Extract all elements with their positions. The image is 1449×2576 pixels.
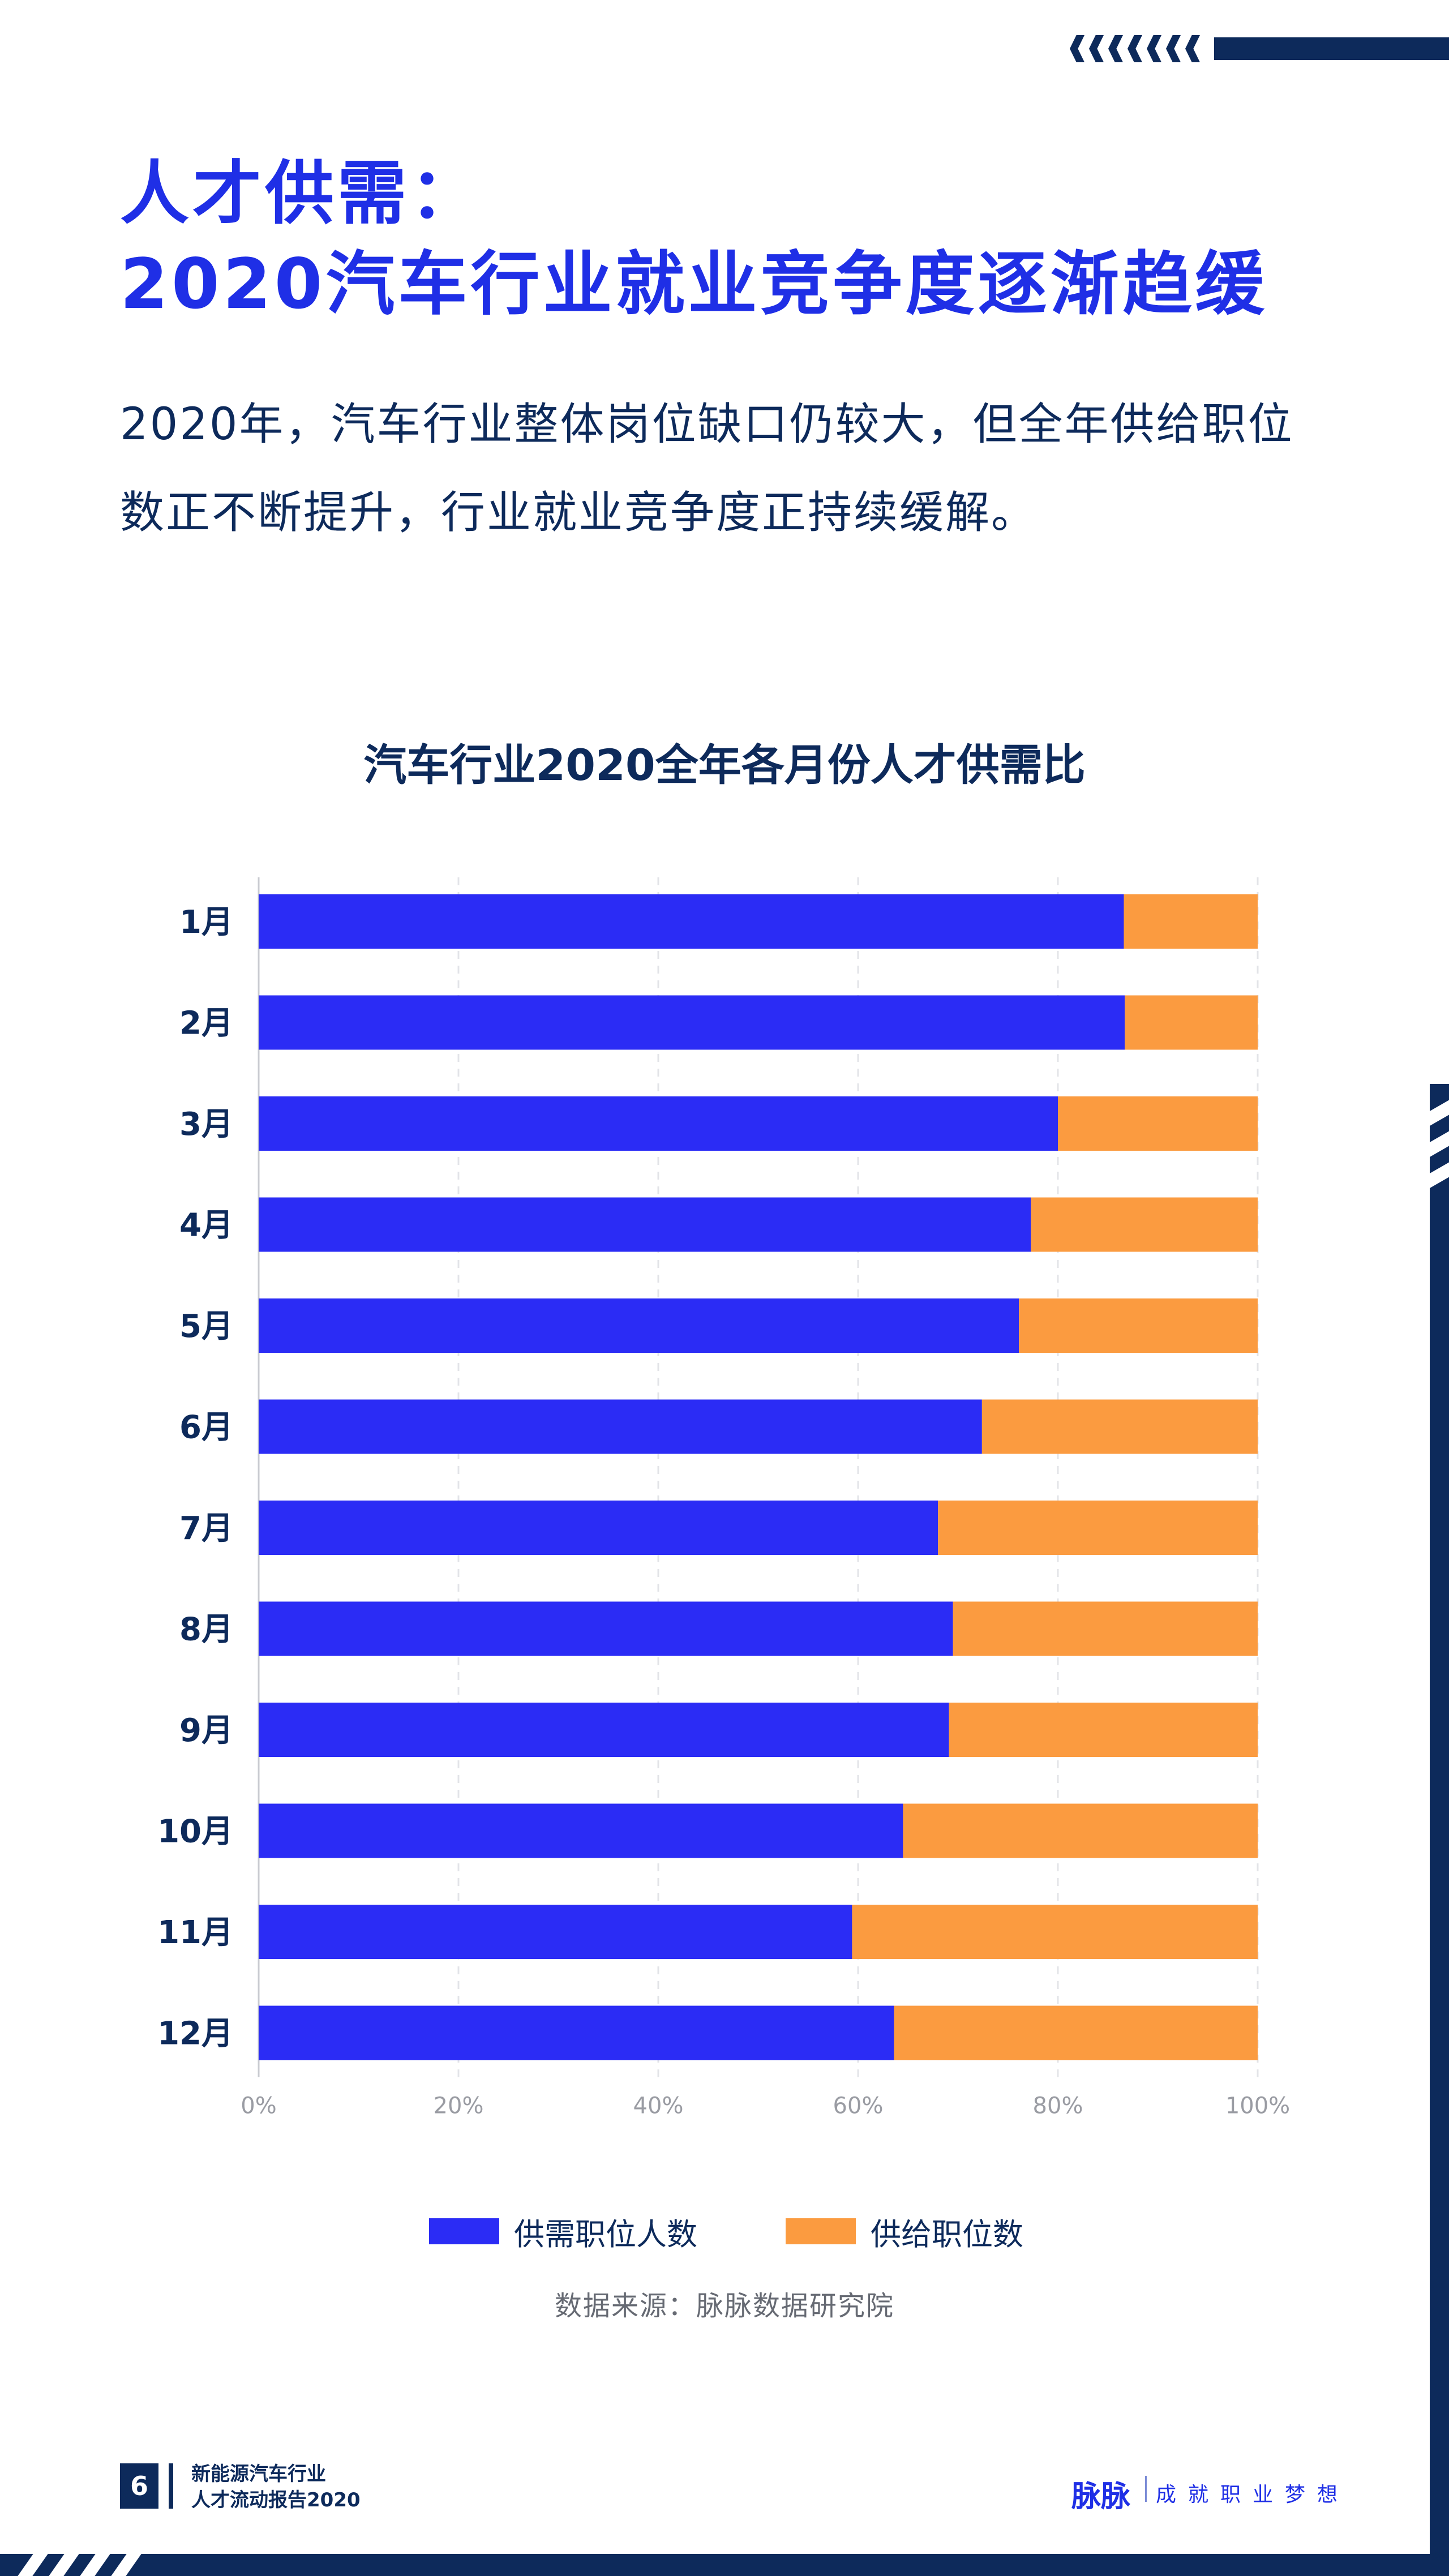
chart-title: 汽车行业2020全年各月份人才供需比 xyxy=(363,740,1086,790)
legend-swatch-demand xyxy=(429,2218,499,2244)
right-edge-bar xyxy=(1430,1084,1449,2576)
category-label: 11月 xyxy=(157,1914,233,1951)
category-label: 4月 xyxy=(179,1207,233,1244)
stacked-bar-chart: 1月 2月 3月 4月 5月 6月 7月 8月 9月 10月 11月 12月 0% 20% 40% 60% 80… xyxy=(157,877,1290,2119)
bar-1月-供需职位人数 xyxy=(259,894,1124,949)
x-tick-label: 60% xyxy=(833,2093,884,2119)
bar-12月-供需职位人数 xyxy=(259,2005,894,2060)
bar-6月-供需职位人数 xyxy=(259,1399,982,1454)
bar-12月-供给职位数 xyxy=(894,2005,1258,2060)
top-chevron-decoration xyxy=(1070,35,1449,62)
category-label: 3月 xyxy=(179,1106,233,1143)
page-number: 6 xyxy=(120,2463,158,2509)
category-label: 8月 xyxy=(179,1611,233,1648)
page-title-line1: 人才供需： xyxy=(120,153,482,234)
category-label: 7月 xyxy=(179,1510,233,1547)
legend-item-supply: 供给职位数 xyxy=(786,2214,1023,2252)
report-name-line1: 新能源汽车行业 xyxy=(191,2463,326,2485)
report-name-line2: 人才流动报告2020 xyxy=(191,2489,361,2511)
bar-5月-供需职位人数 xyxy=(259,1298,1019,1353)
legend-swatch-supply xyxy=(786,2218,856,2244)
page-title-line2: 2020汽车行业就业竞争度逐渐趋缓 xyxy=(120,244,1268,324)
report-name: 新能源汽车行业 人才流动报告2020 xyxy=(191,2461,361,2513)
intro-line1: 2020年，汽车行业整体岗位缺口仍较大，但全年供给职位 xyxy=(120,399,1294,450)
category-label: 6月 xyxy=(179,1409,233,1446)
bar-5月-供给职位数 xyxy=(1019,1298,1258,1353)
x-tick-label: 0% xyxy=(241,2093,276,2119)
bar-10月-供给职位数 xyxy=(903,1803,1258,1858)
bar-9月-供需职位人数 xyxy=(259,1703,949,1757)
bar-8月-供需职位人数 xyxy=(259,1601,953,1656)
category-label: 9月 xyxy=(179,1712,233,1749)
x-tick-label: 80% xyxy=(1033,2093,1083,2119)
bar-2月-供给职位数 xyxy=(1125,995,1258,1050)
bar-6月-供给职位数 xyxy=(981,1399,1258,1454)
page-title: 人才供需： 2020汽车行业就业竞争度逐渐趋缓 xyxy=(120,148,1365,329)
intro-line2: 数正不断提升，行业就业竞争度正持续缓解。 xyxy=(120,487,1038,538)
x-tick-label: 100% xyxy=(1225,2093,1290,2119)
category-label: 5月 xyxy=(179,1308,233,1345)
bar-8月-供给职位数 xyxy=(953,1601,1258,1656)
brand-divider xyxy=(1145,2476,1147,2502)
bar-1月-供给职位数 xyxy=(1124,894,1258,949)
category-label: 12月 xyxy=(157,2016,233,2052)
bar-11月-供给职位数 xyxy=(852,1905,1258,1959)
brand-logo: 脉脉 xyxy=(1071,2480,1131,2514)
legend-label-demand: 供需职位人数 xyxy=(514,2216,697,2252)
category-label: 2月 xyxy=(179,1005,233,1042)
bar-10月-供需职位人数 xyxy=(259,1803,903,1858)
x-tick-label: 20% xyxy=(434,2093,484,2119)
bar-3月-供给职位数 xyxy=(1058,1096,1258,1151)
chart-legend: 供需职位人数 供给职位数 xyxy=(0,2214,1449,2252)
category-label: 1月 xyxy=(179,904,233,941)
page-number-divider xyxy=(169,2463,173,2509)
bar-7月-供需职位人数 xyxy=(259,1501,938,1555)
bar-3月-供需职位人数 xyxy=(259,1096,1058,1151)
data-source-note: 数据来源：脉脉数据研究院 xyxy=(554,2290,894,2322)
bar-7月-供给职位数 xyxy=(938,1501,1258,1555)
bar-4月-供需职位人数 xyxy=(259,1197,1031,1252)
brand-slogan: 成就职业梦想 xyxy=(1156,2483,1350,2506)
bar-4月-供给职位数 xyxy=(1031,1197,1258,1252)
x-tick-label: 40% xyxy=(633,2093,684,2119)
legend-item-demand: 供需职位人数 xyxy=(429,2214,697,2252)
bar-2月-供需职位人数 xyxy=(259,995,1125,1050)
bottom-edge-bar xyxy=(0,2554,1449,2576)
intro-paragraph: 2020年，汽车行业整体岗位缺口仍较大，但全年供给职位 数正不断提升，行业就业竞… xyxy=(120,380,1365,557)
category-label: 10月 xyxy=(157,1814,233,1850)
bar-11月-供需职位人数 xyxy=(259,1905,852,1959)
legend-label-supply: 供给职位数 xyxy=(871,2216,1023,2252)
bar-9月-供给职位数 xyxy=(949,1703,1258,1757)
